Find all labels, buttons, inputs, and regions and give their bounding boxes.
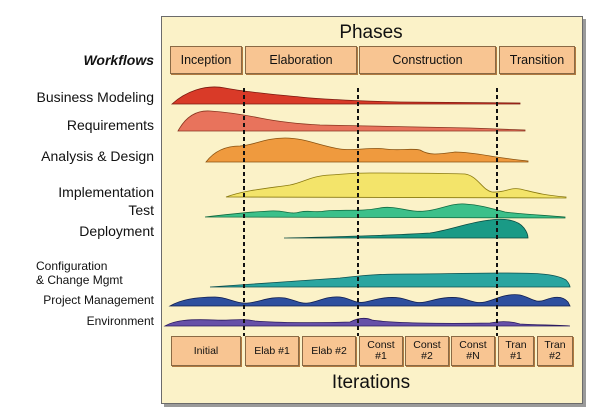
hump-project-management xyxy=(168,294,571,307)
iteration-elab-1: Elab #1 xyxy=(245,336,299,366)
workflow-label: Environment xyxy=(86,314,154,328)
workflow-label: Configuration & Change Mgmt xyxy=(36,259,123,287)
workflow-label: Requirements xyxy=(66,117,154,133)
workflow-label: Test xyxy=(128,202,154,218)
iteration-initial: Initial xyxy=(171,336,241,366)
workflow-label: Deployment xyxy=(79,223,154,239)
workflow-label: Analysis & Design xyxy=(41,148,154,164)
hump-config-change-mgmt xyxy=(209,272,571,288)
iteration-elab-2: Elab #2 xyxy=(302,336,356,366)
hump-test xyxy=(204,203,566,219)
hump-environment xyxy=(163,317,571,327)
iteration-const-n: Const #N xyxy=(451,336,495,366)
hump-analysis-design xyxy=(205,137,529,163)
hump-implementation xyxy=(225,172,567,199)
iterations-title: Iterations xyxy=(331,372,411,393)
phase-inception: Inception xyxy=(170,46,242,74)
phase-construction: Construction xyxy=(359,46,496,74)
hump-deployment xyxy=(283,218,529,239)
iteration-tran-1: Tran #1 xyxy=(498,336,534,366)
hump-requirements xyxy=(177,110,526,132)
iteration-tran-2: Tran #2 xyxy=(537,336,573,366)
iteration-const-2: Const #2 xyxy=(405,336,449,366)
phase-elaboration: Elaboration xyxy=(245,46,357,74)
phases-title: Phases xyxy=(339,22,403,43)
workflow-label: Project Management xyxy=(43,293,154,307)
phase-transition: Transition xyxy=(499,46,575,74)
workflows-heading: Workflows xyxy=(83,52,154,68)
milestone-lines xyxy=(243,88,498,336)
iteration-const-1: Const #1 xyxy=(359,336,403,366)
workflow-label: Implementation xyxy=(58,184,154,200)
workflow-label: Business Modeling xyxy=(36,89,154,105)
hump-business-modeling xyxy=(170,86,521,105)
